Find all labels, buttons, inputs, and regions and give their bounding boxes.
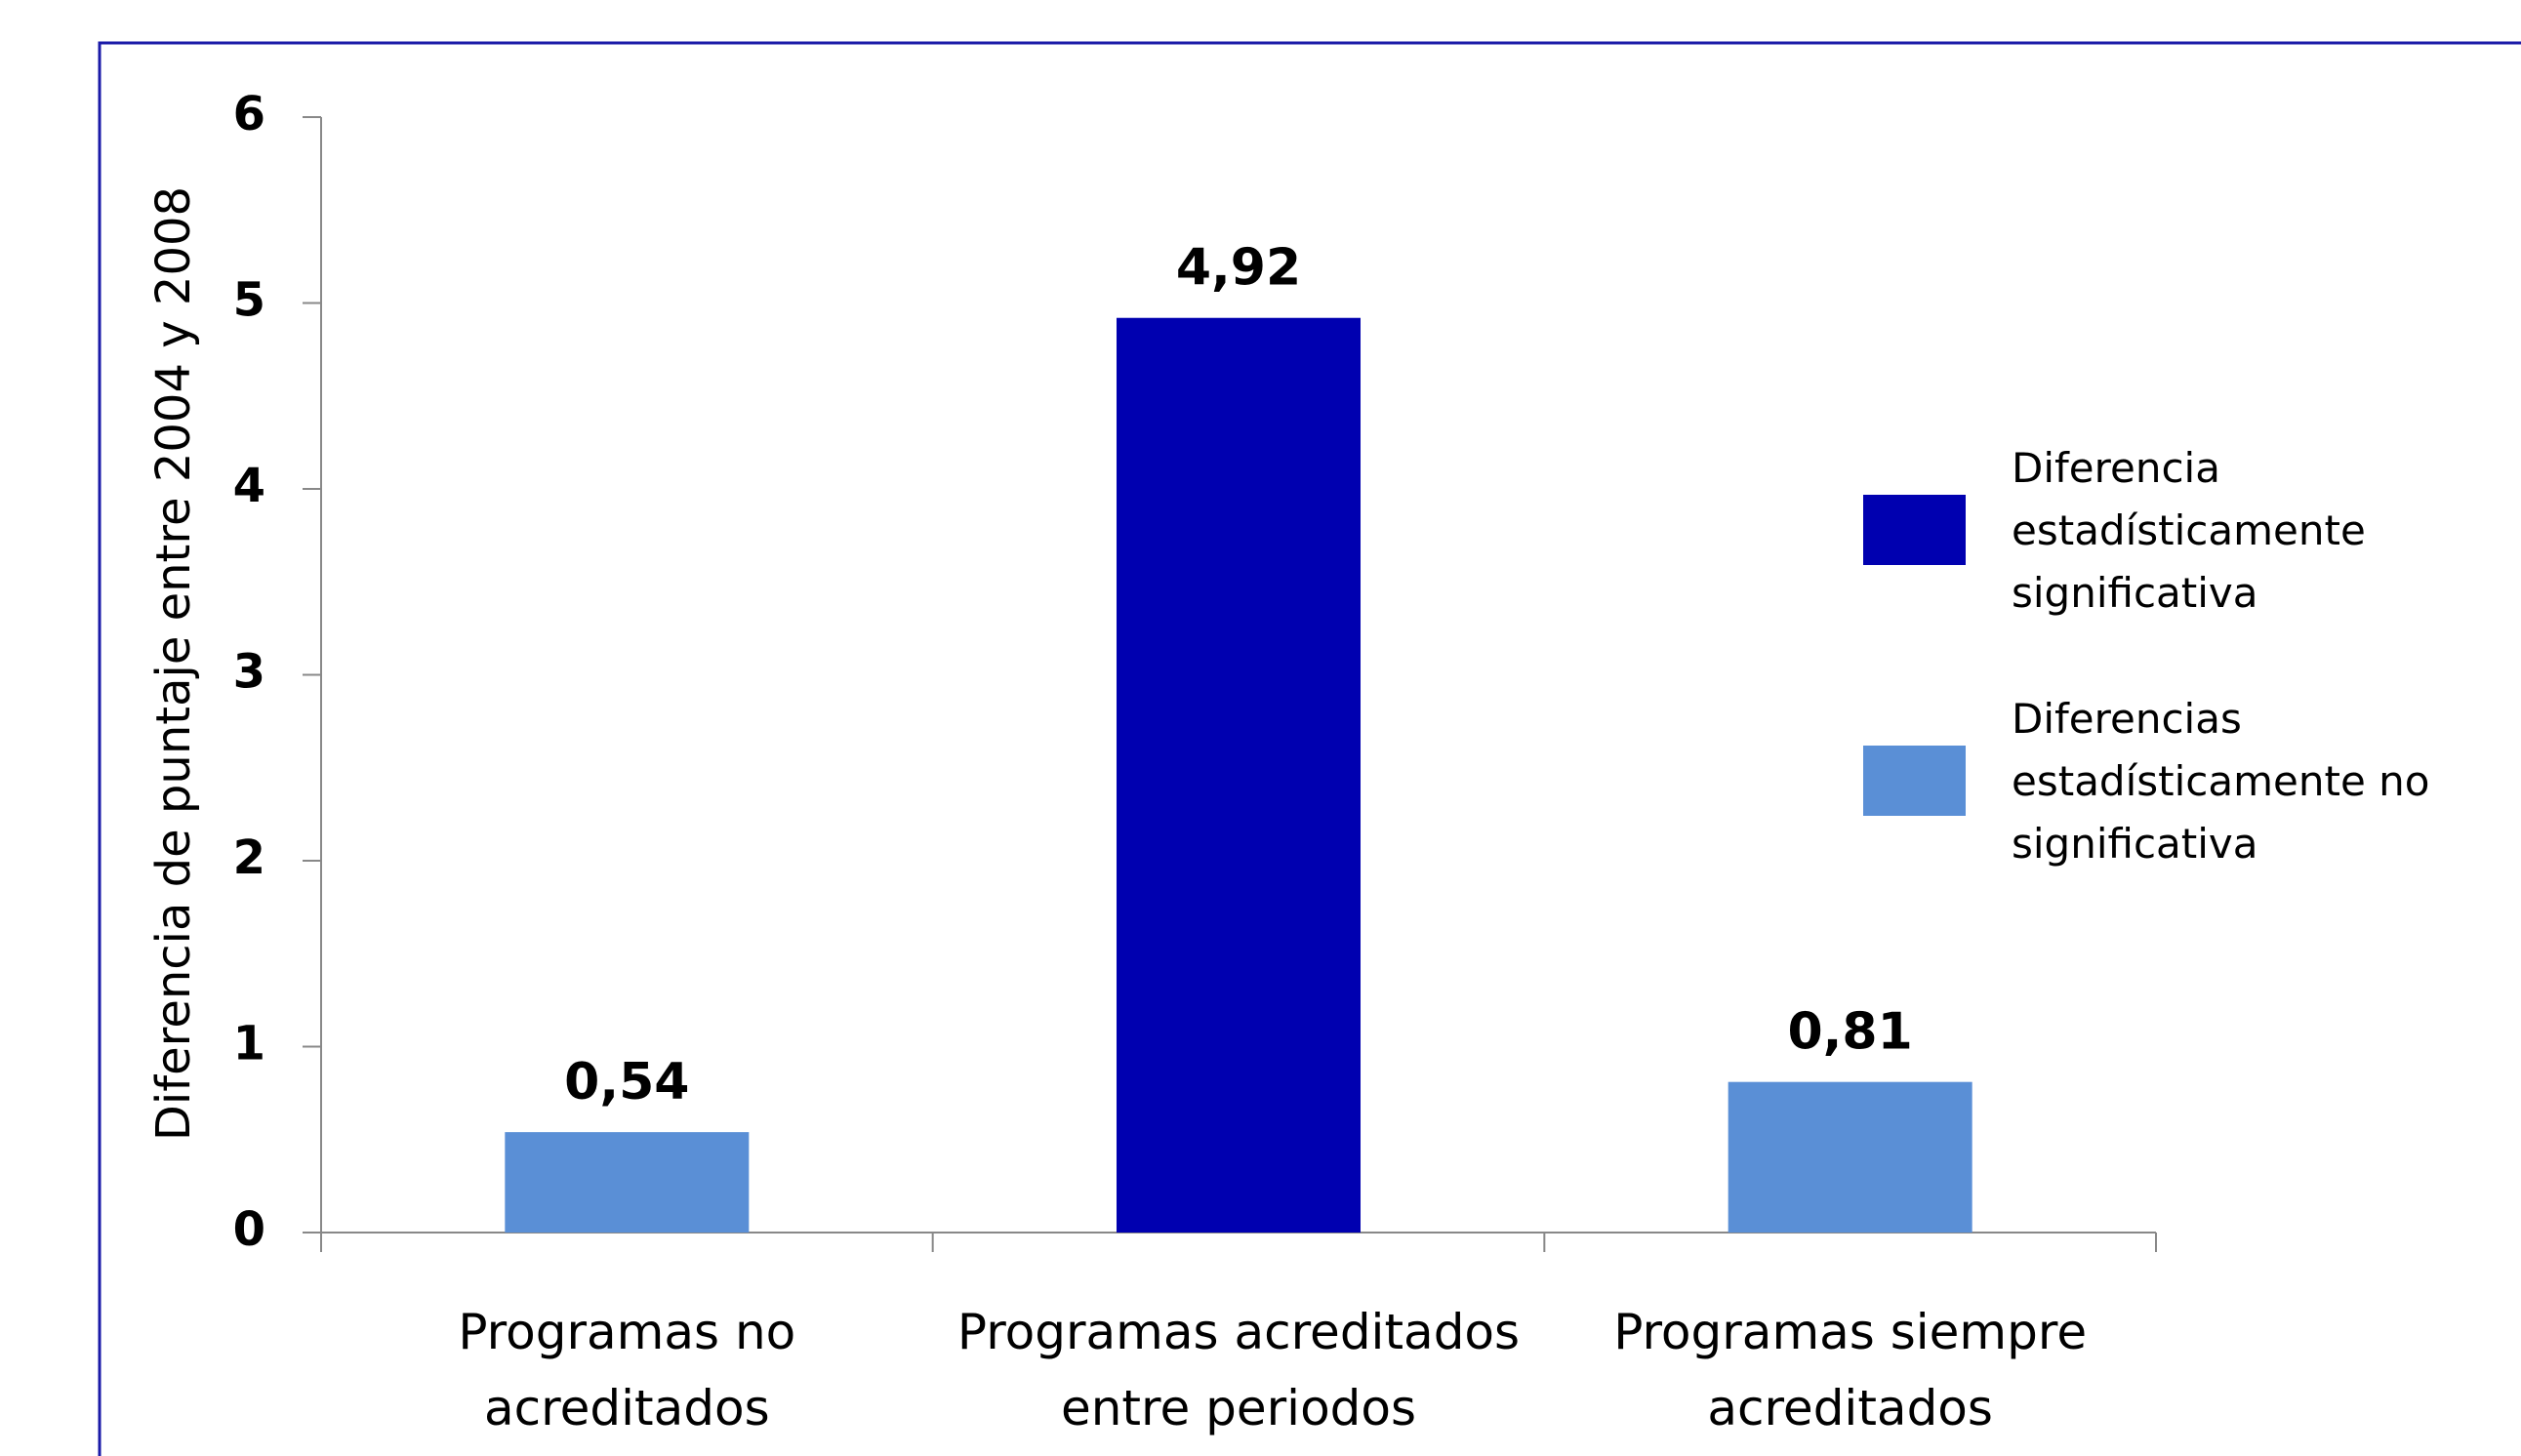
legend-label: Diferencias estadísticamente no signific… [2012, 695, 2430, 868]
y-tick-label: 3 [233, 645, 265, 700]
value-label: 4,92 [1176, 239, 1301, 298]
x-tick-label: Programas acreditados entre periodos [956, 1304, 1521, 1436]
legend-swatch [1863, 746, 1966, 816]
y-tick-label: 0 [233, 1202, 265, 1257]
value-label: 0,54 [564, 1053, 689, 1112]
legend-swatch [1863, 495, 1966, 565]
y-tick-label: 5 [233, 273, 265, 328]
y-tick-label: 2 [233, 830, 265, 885]
x-tick-label: Programas siempre acreditados [1613, 1304, 2088, 1436]
bar [505, 1132, 750, 1233]
bar [1117, 317, 1361, 1233]
legend-label: Diferencia estadísticamente significativ… [2012, 444, 2366, 617]
y-tick-label: 6 [233, 87, 265, 142]
frame [98, 41, 2521, 1456]
y-tick-label: 1 [233, 1017, 265, 1072]
y-tick-label: 4 [233, 459, 265, 513]
value-label: 0,81 [1788, 1003, 1913, 1062]
bar [1728, 1081, 1972, 1233]
x-tick-label: Programas no acreditados [458, 1304, 796, 1436]
y-axis-label: Diferencia de puntaje entre 2004 y 2008 [146, 186, 201, 1141]
